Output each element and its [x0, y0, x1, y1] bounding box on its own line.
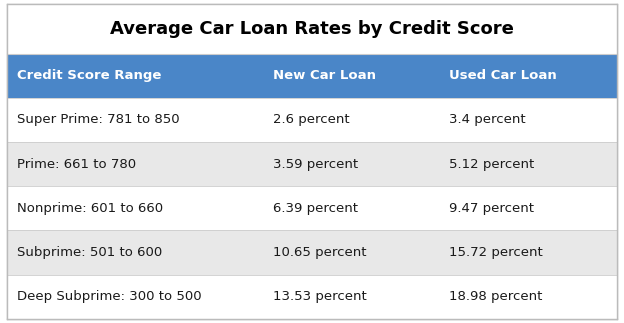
Text: 5.12 percent: 5.12 percent	[449, 158, 535, 171]
Text: 9.47 percent: 9.47 percent	[449, 202, 534, 215]
Bar	[7, 98, 617, 142]
Text: 3.4 percent: 3.4 percent	[449, 113, 526, 126]
Text: Nonprime: 601 to 660: Nonprime: 601 to 660	[17, 202, 163, 215]
Bar	[7, 231, 617, 275]
Bar	[7, 186, 617, 231]
Text: 2.6 percent: 2.6 percent	[273, 113, 349, 126]
Text: Used Car Loan: Used Car Loan	[449, 69, 557, 82]
Bar	[7, 54, 617, 98]
Text: 13.53 percent: 13.53 percent	[273, 290, 366, 304]
Text: 6.39 percent: 6.39 percent	[273, 202, 358, 215]
Text: Deep Subprime: 300 to 500: Deep Subprime: 300 to 500	[17, 290, 202, 304]
Text: Prime: 661 to 780: Prime: 661 to 780	[17, 158, 136, 171]
Text: 18.98 percent: 18.98 percent	[449, 290, 543, 304]
Text: New Car Loan: New Car Loan	[273, 69, 376, 82]
Text: 3.59 percent: 3.59 percent	[273, 158, 358, 171]
Bar	[7, 142, 617, 186]
Bar	[7, 275, 617, 319]
Text: 10.65 percent: 10.65 percent	[273, 246, 366, 259]
Text: Super Prime: 781 to 850: Super Prime: 781 to 850	[17, 113, 180, 126]
Text: Subprime: 501 to 600: Subprime: 501 to 600	[17, 246, 162, 259]
Bar	[7, 4, 617, 54]
Text: Credit Score Range: Credit Score Range	[17, 69, 161, 82]
Text: Average Car Loan Rates by Credit Score: Average Car Loan Rates by Credit Score	[110, 20, 514, 38]
Text: 15.72 percent: 15.72 percent	[449, 246, 543, 259]
